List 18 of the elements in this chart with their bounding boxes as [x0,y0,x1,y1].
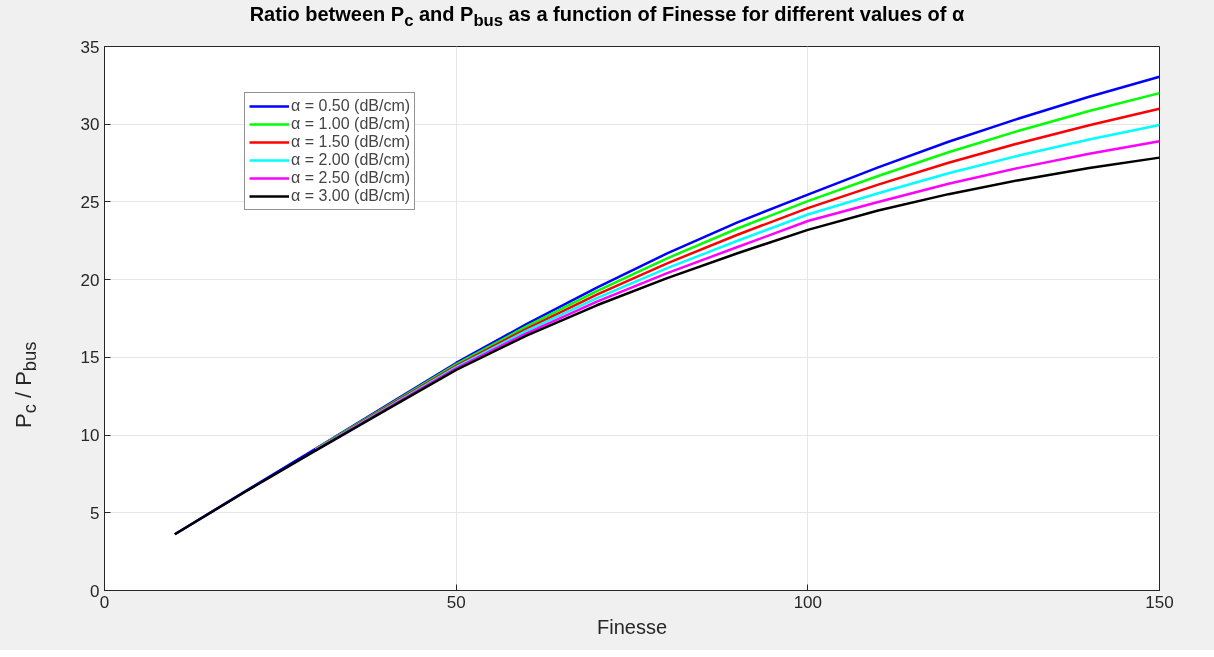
x-tick-label: 150 [1145,592,1174,612]
y-tick-label: 10 [80,426,100,446]
x-tick-label: 100 [793,592,823,612]
legend-label: α = 1.50 (dB/cm) [291,133,411,151]
y-tick-label: 20 [80,270,100,290]
legend-label: α = 1.00 (dB/cm) [291,115,411,133]
legend-label: α = 3.00 (dB/cm) [291,187,411,205]
x-tick-label: 50 [446,592,466,612]
y-tick-label: 35 [80,37,100,57]
legend-label: α = 2.00 (dB/cm) [291,151,411,169]
y-tick-label: 25 [80,192,100,212]
legend-label: α = 2.50 (dB/cm) [291,169,411,187]
x-axis-title: Finesse [596,615,668,638]
y-tick-label: 15 [80,348,100,368]
y-tick-label: 30 [80,115,100,135]
legend-label: α = 0.50 (dB/cm) [291,97,411,115]
chart-title: Ratio between P$_{c}$ and P$_{bus}$ as a function of Finesse for different values of α [248,2,966,32]
y-tick-label: 5 [90,503,100,523]
